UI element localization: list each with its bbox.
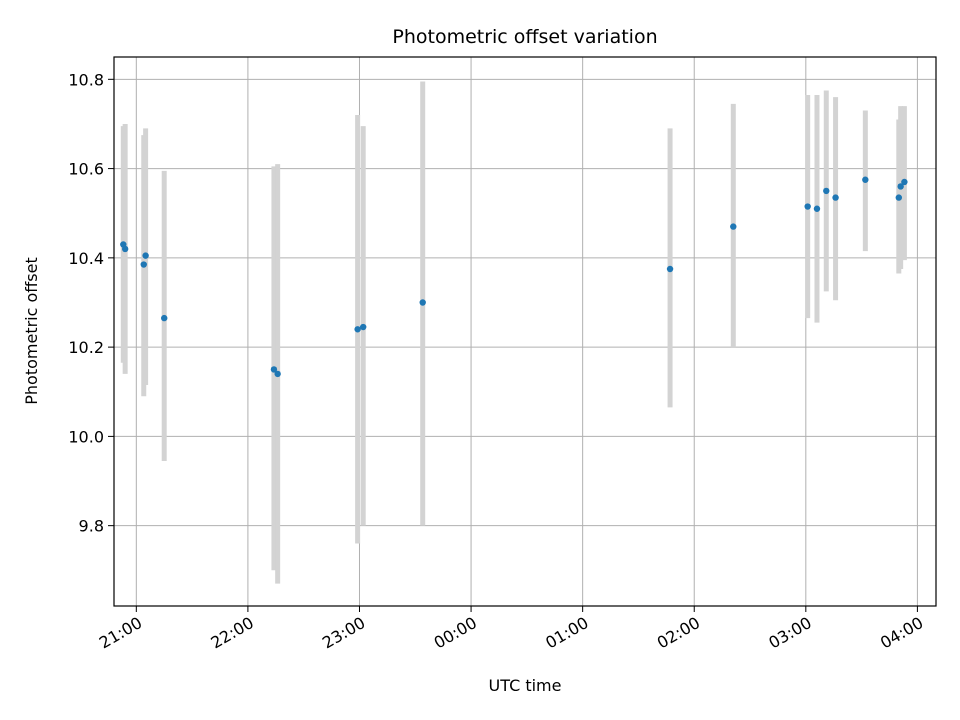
data-point (862, 176, 869, 183)
data-point (140, 261, 147, 268)
data-point (804, 203, 811, 210)
data-point (161, 314, 168, 322)
data-point (142, 252, 149, 259)
data-point (895, 194, 903, 201)
data-point (730, 223, 737, 230)
data-point (901, 178, 908, 186)
y-tick-label: 10.8 (68, 70, 104, 89)
y-axis: 9.8 10.0 10.2 10.4 10.6 10.8 (68, 70, 114, 536)
y-tick-label: 10.0 (68, 427, 104, 446)
data-point (666, 265, 674, 273)
y-tick-label: 10.2 (68, 338, 104, 357)
data-point (897, 183, 904, 190)
chart-title: Photometric offset variation (392, 26, 657, 48)
y-axis-title: Photometric offset (22, 257, 41, 405)
data-point (121, 245, 129, 253)
data-point (270, 366, 278, 373)
plot-frame (113, 56, 937, 607)
data-point (813, 205, 821, 212)
data-point (274, 370, 281, 378)
data-point (832, 194, 839, 201)
data-point (823, 187, 830, 195)
data-point (419, 299, 426, 306)
data-point (360, 323, 367, 331)
y-tick-label: 10.6 (68, 160, 104, 179)
data-points (120, 176, 908, 378)
y-tick-label: 10.4 (68, 249, 104, 268)
y-tick-label: 9.8 (79, 517, 104, 536)
data-point (354, 326, 361, 333)
x-axis-title: UTC time (489, 676, 562, 695)
